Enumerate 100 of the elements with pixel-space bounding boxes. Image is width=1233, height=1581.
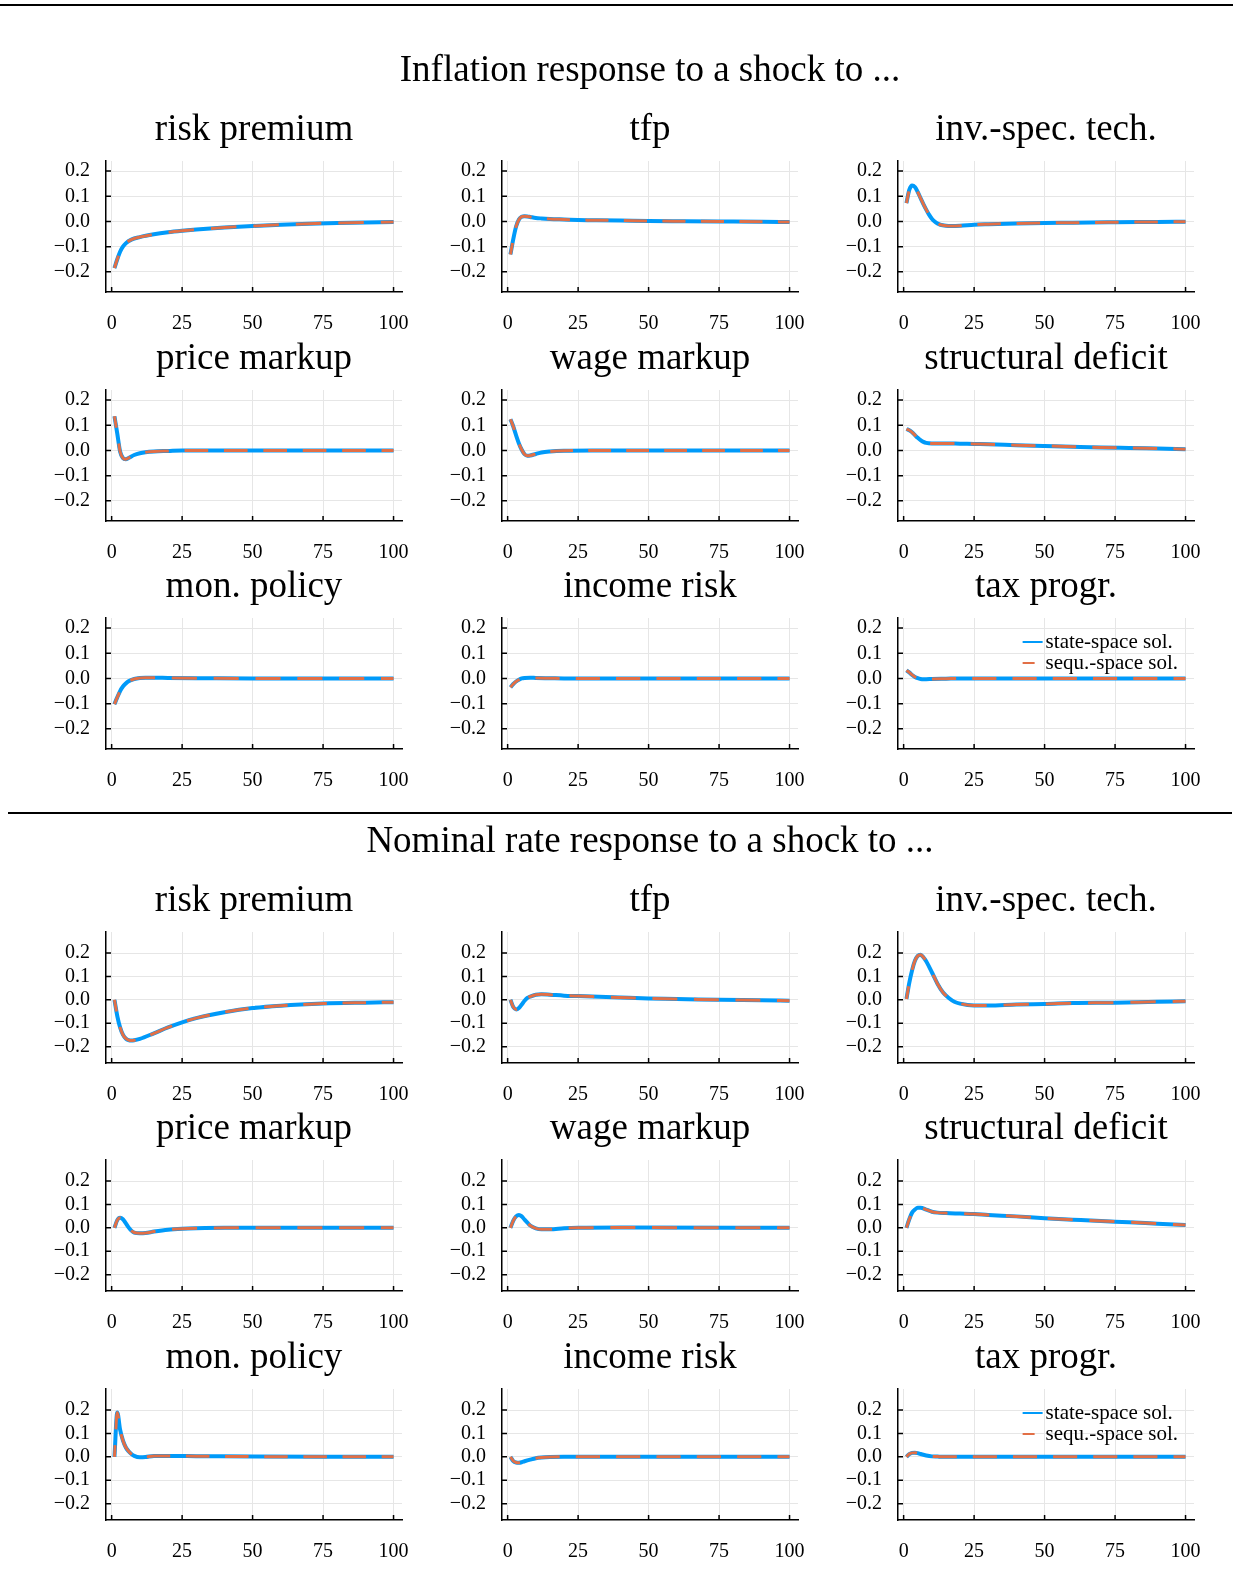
y-tick-label: 0.2 — [65, 158, 90, 181]
x-tick-label: 75 — [1105, 1082, 1126, 1105]
x-tick-label: 25 — [172, 768, 193, 791]
y-tick-label: −0.1 — [53, 1238, 90, 1261]
y-tick-label: 0.1 — [857, 1420, 882, 1443]
x-tick-label: 0 — [898, 540, 909, 563]
y-tick-label: 0.0 — [65, 665, 90, 688]
x-tick-label: 50 — [638, 540, 659, 563]
y-tick-label: −0.2 — [53, 488, 90, 511]
x-tick-label: 0 — [502, 1539, 513, 1562]
y-tick-label: 0.0 — [857, 437, 882, 460]
x-tick-label: 0 — [502, 1310, 513, 1333]
y-tick-label: −0.2 — [845, 1261, 882, 1284]
x-tick-label: 50 — [638, 311, 659, 334]
y-tick-label: 0.2 — [65, 1397, 90, 1420]
x-tick-label: 100 — [774, 768, 805, 791]
chart-title: price markup — [154, 1106, 354, 1147]
text: Nominal rate response to a shock to ... — [365, 819, 935, 860]
y-tick-label: −0.1 — [53, 690, 90, 713]
y-tick-label: −0.1 — [845, 233, 882, 256]
y-tick-label: 0.2 — [65, 615, 90, 638]
x-tick-label: 0 — [502, 311, 513, 334]
x-tick-label: 100 — [774, 1310, 805, 1333]
y-tick-label: 0.2 — [461, 615, 486, 638]
x-tick-label: 25 — [172, 540, 193, 563]
y-tick-label: −0.1 — [449, 1238, 486, 1261]
x-tick-label: 25 — [568, 540, 589, 563]
x-tick-label: 0 — [898, 311, 909, 334]
x-tick-label: 0 — [106, 1539, 117, 1562]
x-tick-label: 25 — [964, 1082, 985, 1105]
chart-title: price markup — [154, 336, 354, 377]
x-tick-label: 100 — [378, 1310, 409, 1333]
y-tick-label: 0.2 — [857, 1168, 882, 1191]
y-tick-label: 0.0 — [461, 665, 486, 688]
y-tick-label: −0.1 — [845, 462, 882, 485]
legend-label: state-space sol. — [1045, 628, 1173, 653]
y-tick-label: −0.1 — [449, 690, 486, 713]
x-tick-label: 75 — [709, 311, 730, 334]
y-tick-label: 0.1 — [461, 640, 486, 663]
x-tick-label: 100 — [1170, 768, 1201, 791]
y-tick-label: −0.2 — [449, 716, 486, 739]
x-tick-label: 75 — [1105, 311, 1126, 334]
chart-title: income risk — [562, 564, 738, 605]
y-tick-label: 0.2 — [857, 158, 882, 181]
y-tick-label: −0.1 — [53, 462, 90, 485]
y-tick-label: 0.1 — [65, 1191, 90, 1214]
x-tick-label: 100 — [378, 768, 409, 791]
x-tick-label: 0 — [106, 311, 117, 334]
x-tick-label: 50 — [242, 311, 263, 334]
y-tick-label: 0.2 — [461, 387, 486, 410]
y-tick-label: 0.0 — [65, 1215, 90, 1238]
y-tick-label: 0.1 — [65, 963, 90, 986]
x-tick-label: 100 — [378, 1082, 409, 1105]
x-tick-label: 75 — [313, 311, 334, 334]
x-tick-label: 100 — [1170, 1310, 1201, 1333]
x-tick-label: 0 — [898, 1310, 909, 1333]
x-tick-label: 25 — [172, 311, 193, 334]
y-tick-label: −0.2 — [53, 259, 90, 282]
y-tick-label: −0.2 — [449, 1261, 486, 1284]
y-tick-label: 0.1 — [65, 640, 90, 663]
x-tick-label: 0 — [106, 540, 117, 563]
y-tick-label: −0.2 — [53, 716, 90, 739]
y-tick-label: 0.0 — [461, 208, 486, 231]
y-tick-label: 0.0 — [65, 437, 90, 460]
chart-title: wage markup — [548, 1106, 752, 1147]
y-tick-label: 0.0 — [857, 665, 882, 688]
x-tick-label: 100 — [378, 540, 409, 563]
chart-title: inv.-spec. tech. — [934, 107, 1158, 148]
x-tick-label: 25 — [964, 311, 985, 334]
chart-title: tax progr. — [974, 564, 1118, 605]
x-tick-label: 50 — [1034, 768, 1055, 791]
y-tick-label: 0.0 — [65, 987, 90, 1010]
y-tick-label: 0.2 — [461, 1397, 486, 1420]
chart-title: tfp — [628, 107, 672, 148]
y-tick-label: 0.0 — [65, 208, 90, 231]
y-tick-label: 0.2 — [461, 940, 486, 963]
y-tick-label: 0.2 — [65, 940, 90, 963]
y-tick-label: 0.2 — [461, 158, 486, 181]
x-tick-label: 50 — [638, 1310, 659, 1333]
x-tick-label: 75 — [313, 1082, 334, 1105]
x-tick-label: 100 — [1170, 311, 1201, 334]
x-tick-label: 50 — [242, 1310, 263, 1333]
legend-label: state-space sol. — [1045, 1399, 1173, 1424]
x-tick-label: 100 — [378, 1539, 409, 1562]
y-tick-label: −0.2 — [845, 259, 882, 282]
y-tick-label: −0.1 — [449, 462, 486, 485]
x-tick-label: 25 — [568, 1310, 589, 1333]
y-tick-label: 0.1 — [857, 183, 882, 206]
y-tick-label: 0.1 — [857, 1191, 882, 1214]
y-tick-label: 0.0 — [461, 987, 486, 1010]
x-tick-label: 100 — [774, 311, 805, 334]
y-tick-label: 0.1 — [461, 963, 486, 986]
x-tick-label: 0 — [898, 1539, 909, 1562]
x-tick-label: 50 — [242, 1539, 263, 1562]
x-tick-label: 0 — [502, 540, 513, 563]
chart-title: risk premium — [153, 878, 355, 919]
x-tick-label: 0 — [502, 768, 513, 791]
chart-title: structural deficit — [923, 336, 1169, 377]
y-tick-label: −0.2 — [53, 1490, 90, 1513]
x-tick-label: 50 — [638, 1082, 659, 1105]
